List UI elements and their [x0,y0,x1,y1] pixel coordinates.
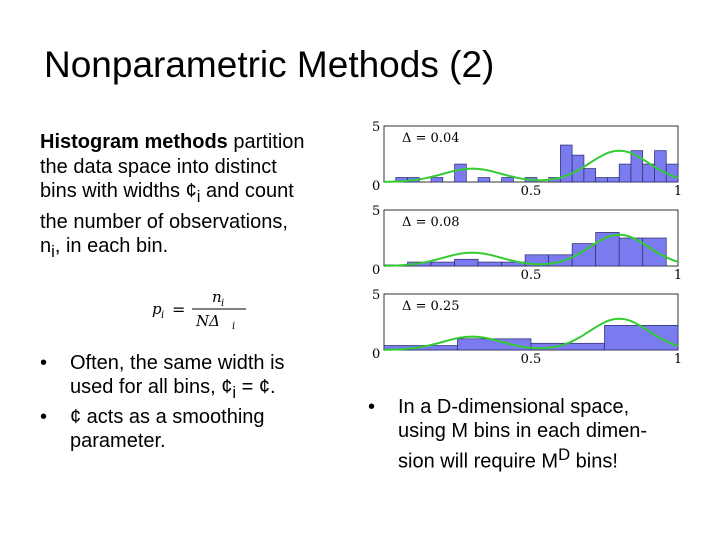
intro-bold-term: Histogram methods [40,131,228,153]
intro-line2: the data space into distinct [40,155,277,178]
intro-paragraph: Histogram methods partition the data spa… [40,130,350,265]
bullet1-line2-post: = ¢. [236,376,276,398]
histogram-bar [642,237,667,267]
bullet-dot: • [40,352,48,374]
histogram-figure: 5 0 0.5 1 Δ = 0.04 5 0 0.5 1 Δ = 0.08 5 0 0.5 1 Δ = 0.… [372,120,682,367]
histogram-bar [477,261,502,267]
bullet3-line2: using M bins in each dimen- [398,420,648,442]
x-tick-label: 1 [674,268,682,283]
bullet3-line3-post: bins! [570,450,618,473]
bullet3-line3-pre: sion will require M [398,450,559,473]
x-tick-label: 0.5 [521,352,542,367]
bullet-dot: • [40,406,48,428]
bullet1-line2-sub: i [232,383,237,402]
histogram-bar [618,163,632,183]
bullet-item: • Often, the same width is used for all … [38,351,338,405]
histogram-bar [604,325,679,351]
histogram-bar [430,261,455,267]
intro-line5-sub: i [51,242,55,261]
intro-line3-post: and count [200,180,294,202]
y-tick-label: 0 [372,347,380,362]
histogram-bar [654,150,667,183]
formula-num: n [212,288,222,306]
formula-lhs: p [152,300,162,318]
y-tick-label: 5 [372,120,380,135]
histogram-bar [454,258,479,267]
formula-den-sub: i [232,321,235,330]
bullet2-line1: ¢ acts as a smoothing [70,406,265,428]
bullet-item: • In a D-dimensional space, using M bins… [366,395,701,474]
y-tick-label: 0 [372,179,380,194]
panel-label: Δ = 0.08 [402,215,460,230]
intro-line4: the number of observations, [40,210,288,233]
x-tick-label: 0.5 [521,184,542,199]
bullet1-line2-pre: used for all bins, ¢ [70,376,233,398]
histogram-bar [583,168,597,183]
intro-line3-pre: bins with widths ¢ [40,180,197,202]
bullet-item: • ¢ acts as a smoothing parameter. [38,405,338,453]
density-curve [383,149,679,183]
bullet3-line3-sup: D [558,445,571,464]
y-tick-label: 5 [372,288,380,303]
histogram-bar [607,177,620,183]
right-bullet-list: • In a D-dimensional space, using M bins… [366,395,701,474]
y-tick-label: 0 [372,263,380,278]
formula-equals: = [172,300,185,319]
density-curve [383,233,679,267]
x-tick-label: 1 [674,184,682,199]
density-formula: p i = n i NΔ i [152,288,246,330]
formula-den: NΔ [195,312,220,330]
x-tick-label: 0.5 [521,268,542,283]
formula-lhs-sub: i [161,310,164,321]
left-bullet-list: • Often, the same width is used for all … [38,351,338,453]
bullet1-line1: Often, the same width is [70,352,285,374]
intro-line3-sub: i [196,187,201,206]
histogram-bar [477,177,491,183]
y-tick-label: 5 [372,204,380,219]
x-tick-label: 1 [674,352,682,367]
slide-title: Nonparametric Methods (2) [44,44,495,85]
intro-line5-pre: n [40,235,52,257]
histogram-bar [430,177,444,183]
intro-line5-post: , in each bin. [54,235,169,257]
bullet3-line1: In a D-dimensional space, [398,396,630,418]
bullet-dot: • [368,396,376,418]
density-curve [383,317,679,351]
panel-label: Δ = 0.04 [402,131,460,146]
histogram-bar [501,177,514,183]
formula-num-sub: i [221,298,224,309]
panel-label: Δ = 0.25 [402,299,460,314]
histogram-bar [595,177,608,183]
bullet2-line2: parameter. [70,430,166,452]
intro-line1-rest: partition [227,131,305,153]
histogram-bar [454,163,467,183]
